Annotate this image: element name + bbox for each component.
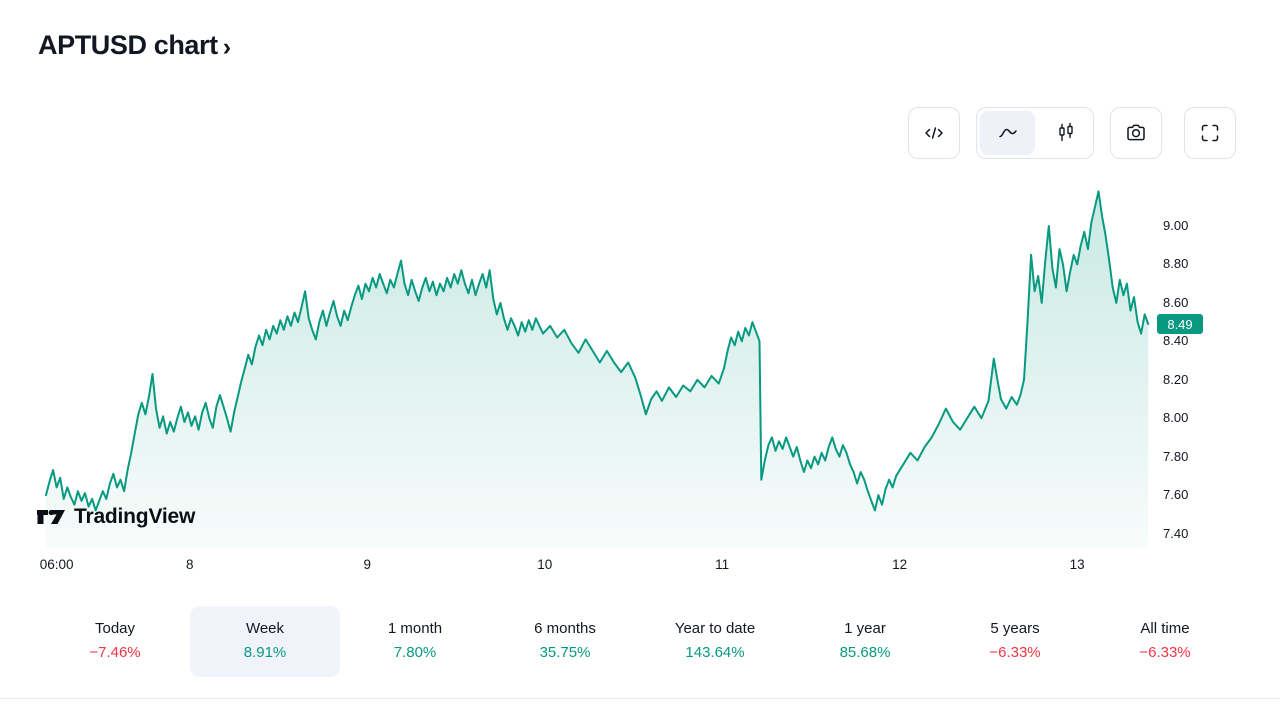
time-axis-label: 11 [715,557,730,572]
candles-style-button[interactable] [1038,108,1093,158]
area-fill [46,191,1149,548]
range-change: −6.33% [1139,644,1191,661]
range-label: Year to date [674,620,756,637]
chart-style-switcher [976,107,1094,159]
range-tab-1-month[interactable]: 1 month 7.80% [340,606,490,677]
range-tab-year-to-date[interactable]: Year to date 143.64% [640,606,790,677]
tradingview-mark-icon [37,509,65,524]
bottom-divider [0,698,1280,699]
range-change: 143.64% [685,644,745,661]
range-label: Week [245,620,285,637]
time-axis-label: 9 [363,557,372,572]
screenshot-button[interactable] [1110,107,1162,159]
time-axis-label: 8 [186,557,194,572]
price-line [45,190,1150,512]
range-label: Today [94,620,136,637]
range-change: −6.33% [989,644,1041,661]
time-axis-label: 13 [1069,557,1085,572]
page-title-text: APTUSD chart [38,30,218,60]
area-chart-icon [998,128,1017,138]
range-label: 1 month [387,620,443,637]
price-axis-label: 8.40 [1163,333,1189,349]
price-axis-label: 7.80 [1163,448,1189,464]
price-axis-label: 8.20 [1163,371,1189,387]
range-tab-6-months[interactable]: 6 months 35.75% [490,606,640,677]
range-label: 1 year [844,620,886,637]
chevron-right-icon: › [222,32,231,61]
range-label: All time [1140,620,1190,637]
time-axis-label: 06:00 [39,557,74,572]
price-axis-label: 8.00 [1163,410,1189,426]
current-price-badge: 8.49 [1157,314,1203,335]
fullscreen-button[interactable] [1184,107,1236,159]
range-change: 7.80% [393,644,437,661]
candles-icon [1058,122,1073,142]
range-change: 35.75% [539,644,591,661]
code-icon [925,127,943,139]
range-tab-1-year[interactable]: 1 year 85.68% [790,606,940,677]
price-axis-label: 8.60 [1163,294,1189,310]
page-title[interactable]: APTUSD chart › [38,30,231,61]
range-label: 5 years [990,620,1040,637]
range-change: −7.46% [89,644,141,661]
range-change: 85.68% [839,644,891,661]
price-axis-label: 7.40 [1163,525,1189,541]
price-axis-label: 9.00 [1163,218,1189,233]
area-style-button[interactable] [980,111,1035,155]
range-change: 8.91% [243,644,287,661]
price-axis-label: 7.60 [1163,487,1189,503]
time-axis-label: 10 [537,557,553,572]
time-axis-label: 12 [892,557,908,572]
range-tab-5-years[interactable]: 5 years −6.33% [940,606,1090,677]
range-tab-today[interactable]: Today −7.46% [40,606,190,677]
code-button[interactable] [908,107,960,159]
tradingview-logo[interactable]: TradingView [36,504,195,530]
range-label: 6 months [534,620,596,637]
fullscreen-icon [1201,124,1219,142]
range-selector: Today −7.46% Week 8.91% 1 month 7.80% 6 months… [40,606,1240,677]
price-axis-label: 8.80 [1163,256,1189,272]
range-tab-week[interactable]: Week 8.91% [190,606,340,677]
range-tab-all-time[interactable]: All time −6.33% [1090,606,1240,677]
camera-icon [1127,124,1145,141]
tradingview-wordmark: TradingView [74,505,196,528]
chart-toolbar [908,107,1236,159]
